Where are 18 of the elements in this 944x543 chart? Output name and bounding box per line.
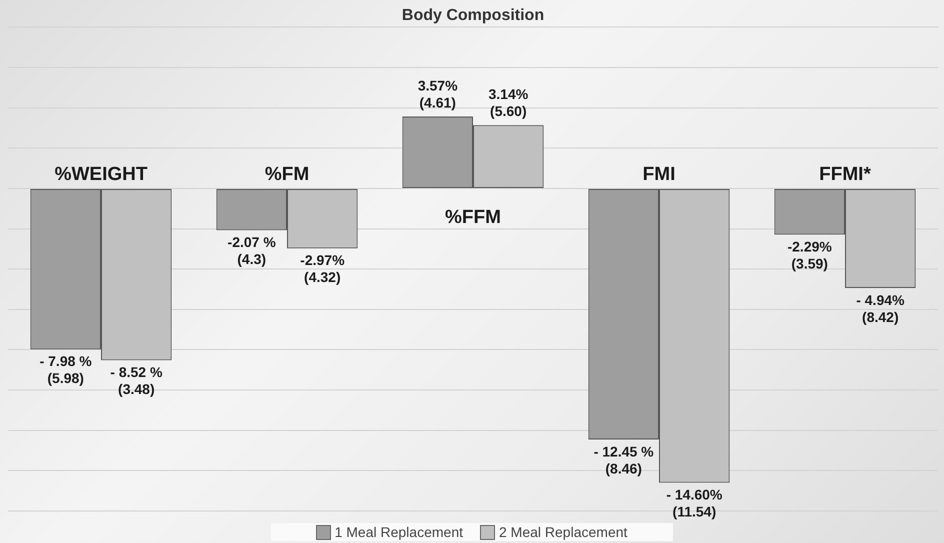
legend-label: 2 Meal Replacement xyxy=(499,524,628,540)
data-label: -2.29% (3.59) xyxy=(787,238,832,272)
data-label: 3.57% (4.61) xyxy=(418,77,458,110)
x-tick-label: %FM xyxy=(264,164,310,186)
data-label: -2.07 % (4.3) xyxy=(228,234,276,268)
x-tick-label: FMI xyxy=(642,164,676,186)
data-label: -2.97% (4.32) xyxy=(300,252,346,286)
data-label: - 7.98 % (5.98) xyxy=(40,353,92,386)
x-tick-label: FFMI* xyxy=(819,164,872,186)
chart-title: Body Composition xyxy=(402,7,544,24)
data-label: - 12.45 % (8.46) xyxy=(594,443,654,476)
data-label: - 4.94% (8.42) xyxy=(856,292,906,325)
data-label: 3.14% (5.60) xyxy=(488,86,529,120)
legend-label: 1 Meal Replacement xyxy=(334,524,463,540)
x-tick-label: %WEIGHT xyxy=(54,164,148,186)
data-label: - 14.60% (11.54) xyxy=(666,486,723,520)
x-tick-label: %FFM xyxy=(445,207,501,228)
data-label: - 8.52 % (3.48) xyxy=(110,364,163,398)
